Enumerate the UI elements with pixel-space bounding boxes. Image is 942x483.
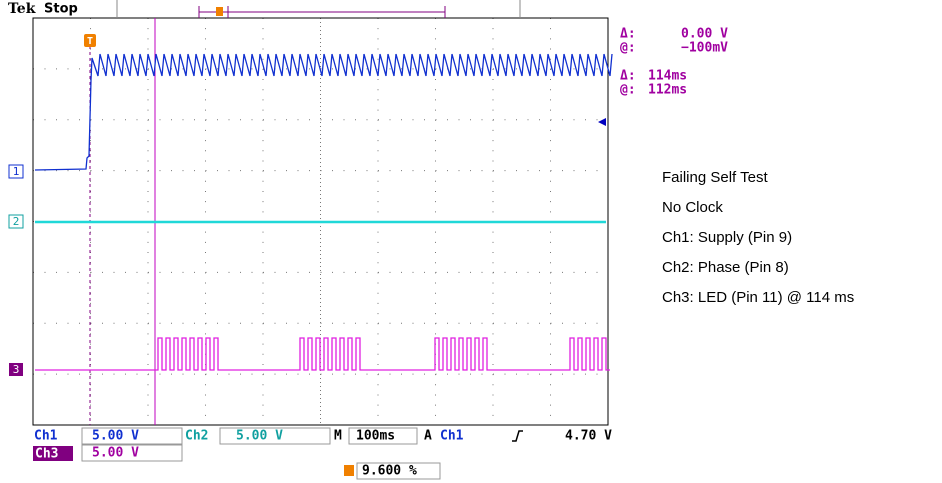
trig-pos-icon [344,465,354,476]
slope-icon [512,430,523,442]
trig-level: 4.70 V [565,429,612,444]
ch3-marker-label: 3 [13,363,20,376]
ch2-label: Ch2 [185,429,208,444]
ch1-label: Ch1 [34,429,58,444]
ch3-label-bg [33,446,73,461]
ch3-trace [35,337,610,371]
ch3-label: Ch3 [35,447,58,462]
readout-label: Δ: [620,27,636,42]
trigger-marker-label: T [87,36,93,47]
ch1-scale: 5.00 V [92,429,139,444]
brand: Tek [8,1,36,17]
box [81,427,183,445]
trigger-marker [84,34,96,47]
a-label: A [424,429,432,444]
ch2-marker [8,214,24,229]
readout-label: @: [620,41,636,56]
readout-value: −100mV [681,41,728,56]
timebase: 100ms [356,429,395,444]
annotation-line: Ch3: LED (Pin 11) @ 114 ms [662,289,854,306]
trigger-level-arrow [598,118,606,126]
record-trigger-icon [216,7,223,16]
box [81,444,183,462]
m-label: M [334,429,342,444]
annotation-line: No Clock [662,199,723,216]
graticule-frame [32,17,609,426]
annotation-line: Ch1: Supply (Pin 9) [662,229,792,246]
ch1-marker [8,164,24,179]
ch3-marker [9,363,23,376]
box [219,427,331,445]
readout-value: 114ms [648,69,687,84]
ch2-scale: 5.00 V [236,429,283,444]
readout-label: @: [620,83,636,98]
readout-value: 0.00 V [681,27,728,42]
ch3-scale: 5.00 V [92,446,139,461]
ch2-marker-label: 2 [13,215,20,228]
annotation-line: Failing Self Test [662,169,768,186]
acq-state: Stop [44,2,78,17]
readout-label: Δ: [620,69,636,84]
box [356,462,441,480]
record-bar [198,6,446,18]
trig-pos: 9.600 % [362,464,417,479]
ch1-marker-label: 1 [13,165,20,178]
trig-source: Ch1 [440,429,464,444]
annotation-line: Ch2: Phase (Pin 8) [662,259,789,276]
box [348,427,418,445]
ch1-trace [34,53,613,171]
readout-value: 112ms [648,83,687,98]
